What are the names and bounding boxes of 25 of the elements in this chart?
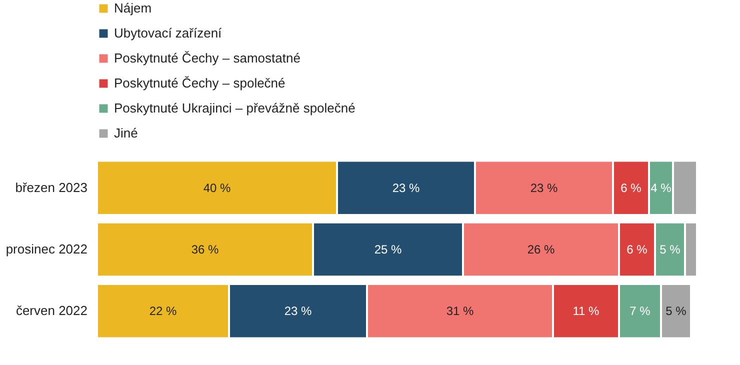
data-label: 23 %: [392, 180, 420, 195]
data-label: 23 %: [284, 304, 312, 318]
data-label: 31 %: [446, 304, 474, 318]
data-label: 7 %: [630, 304, 651, 318]
data-label: 40 %: [203, 180, 231, 195]
data-label: 26 %: [527, 242, 555, 256]
data-label: 6 %: [626, 242, 648, 256]
legend-label: Nájem: [114, 0, 152, 16]
data-label: 11 %: [572, 304, 600, 318]
legend-label: Jiné: [114, 126, 138, 140]
y-tick-label: prosinec 2022: [6, 242, 88, 256]
data-label: 5 %: [666, 304, 687, 318]
data-label: 36 %: [191, 242, 219, 256]
data-label: 4 %: [650, 180, 672, 195]
data-label: 6 %: [620, 180, 642, 195]
data-label: 5 %: [660, 242, 681, 256]
legend-label: Poskytnuté Čechy – společné: [114, 76, 286, 90]
y-tick-label: červen 2022: [16, 303, 88, 318]
data-label: 22 %: [149, 304, 177, 318]
data-label: 23 %: [530, 180, 558, 195]
legend-label: Ubytovací zařízení: [114, 26, 222, 40]
data-label: 25 %: [374, 242, 402, 256]
legend-label: Poskytnuté Ukrajinci – převážně společné: [114, 100, 356, 116]
legend-label: Poskytnuté Čechy – samostatné: [114, 50, 300, 66]
y-tick-label: březen 2023: [15, 180, 88, 195]
